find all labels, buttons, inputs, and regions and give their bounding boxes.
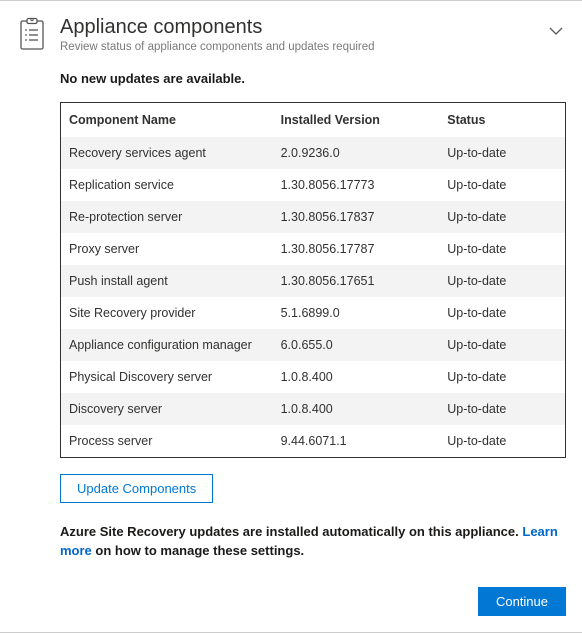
cell-component-name: Proxy server <box>61 233 273 265</box>
cell-component-name: Discovery server <box>61 393 273 425</box>
table-row: Replication service1.30.8056.17773Up-to-… <box>61 169 566 201</box>
cell-status: Up-to-date <box>439 297 565 329</box>
table-row: Discovery server1.0.8.400Up-to-date <box>61 393 566 425</box>
appliance-components-panel: Appliance components Review status of ap… <box>0 0 582 633</box>
cell-status: Up-to-date <box>439 329 565 361</box>
panel-subtitle: Review status of appliance components an… <box>60 41 538 53</box>
cell-status: Up-to-date <box>439 169 565 201</box>
info-lead: Azure Site Recovery updates are installe… <box>60 524 522 539</box>
cell-component-name: Physical Discovery server <box>61 361 273 393</box>
panel-title: Appliance components <box>60 15 538 39</box>
panel-content: No new updates are available. Component … <box>0 63 582 561</box>
table-row: Push install agent1.30.8056.17651Up-to-d… <box>61 265 566 297</box>
chevron-down-icon[interactable] <box>546 21 566 41</box>
cell-installed-version: 1.0.8.400 <box>273 393 440 425</box>
cell-installed-version: 9.44.6071.1 <box>273 425 440 458</box>
table-row: Process server9.44.6071.1Up-to-date <box>61 425 566 458</box>
cell-installed-version: 6.0.655.0 <box>273 329 440 361</box>
table-row: Proxy server1.30.8056.17787Up-to-date <box>61 233 566 265</box>
cell-component-name: Replication service <box>61 169 273 201</box>
table-row: Site Recovery provider5.1.6899.0Up-to-da… <box>61 297 566 329</box>
panel-footer: Continue <box>0 561 582 616</box>
update-components-button[interactable]: Update Components <box>60 474 213 503</box>
panel-header[interactable]: Appliance components Review status of ap… <box>0 15 582 63</box>
cell-status: Up-to-date <box>439 233 565 265</box>
cell-status: Up-to-date <box>439 361 565 393</box>
clipboard-icon <box>16 17 48 51</box>
cell-status: Up-to-date <box>439 425 565 458</box>
cell-status: Up-to-date <box>439 201 565 233</box>
col-header-name: Component Name <box>61 103 273 138</box>
info-trail: on how to manage these settings. <box>92 543 304 558</box>
table-row: Recovery services agent2.0.9236.0Up-to-d… <box>61 137 566 169</box>
cell-component-name: Process server <box>61 425 273 458</box>
col-header-status: Status <box>439 103 565 138</box>
table-row: Appliance configuration manager6.0.655.0… <box>61 329 566 361</box>
cell-component-name: Site Recovery provider <box>61 297 273 329</box>
cell-component-name: Re-protection server <box>61 201 273 233</box>
cell-status: Up-to-date <box>439 137 565 169</box>
update-status-text: No new updates are available. <box>60 71 566 86</box>
cell-installed-version: 1.30.8056.17651 <box>273 265 440 297</box>
cell-component-name: Appliance configuration manager <box>61 329 273 361</box>
header-text-block: Appliance components Review status of ap… <box>60 15 538 53</box>
cell-component-name: Push install agent <box>61 265 273 297</box>
table-row: Physical Discovery server1.0.8.400Up-to-… <box>61 361 566 393</box>
cell-installed-version: 1.30.8056.17837 <box>273 201 440 233</box>
cell-status: Up-to-date <box>439 265 565 297</box>
cell-installed-version: 1.0.8.400 <box>273 361 440 393</box>
cell-status: Up-to-date <box>439 393 565 425</box>
continue-button[interactable]: Continue <box>478 587 566 616</box>
cell-installed-version: 2.0.9236.0 <box>273 137 440 169</box>
cell-installed-version: 1.30.8056.17773 <box>273 169 440 201</box>
table-row: Re-protection server1.30.8056.17837Up-to… <box>61 201 566 233</box>
col-header-version: Installed Version <box>273 103 440 138</box>
cell-component-name: Recovery services agent <box>61 137 273 169</box>
table-header-row: Component Name Installed Version Status <box>61 103 566 138</box>
cell-installed-version: 1.30.8056.17787 <box>273 233 440 265</box>
cell-installed-version: 5.1.6899.0 <box>273 297 440 329</box>
auto-update-info: Azure Site Recovery updates are installe… <box>60 523 566 561</box>
components-table: Component Name Installed Version Status … <box>60 102 566 458</box>
